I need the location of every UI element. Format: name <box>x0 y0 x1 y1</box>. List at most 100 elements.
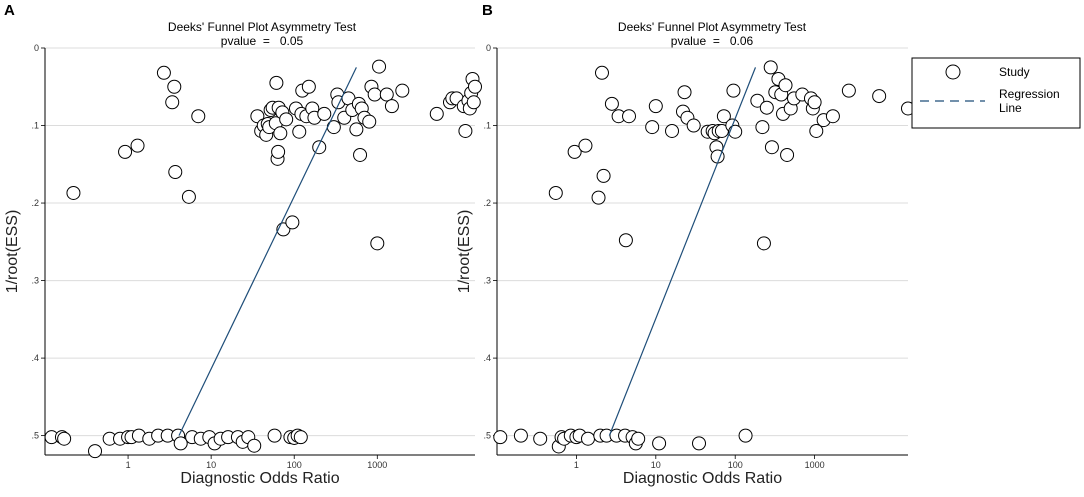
x-tick-label: 1 <box>126 460 131 470</box>
study-point <box>581 431 596 446</box>
study-point <box>686 118 701 133</box>
y-tick-label: .4 <box>483 353 491 363</box>
y-tick-label: .3 <box>31 276 39 286</box>
y-axis-label: 1/root(ESS) <box>456 210 473 294</box>
y-tick-label: .3 <box>483 276 491 286</box>
x-tick-label: 1000 <box>367 460 387 470</box>
x-axis-label: Diagnostic Odds Ratio <box>623 470 782 487</box>
study-point <box>728 124 743 139</box>
x-tick-label: 100 <box>287 460 302 470</box>
study-point <box>181 189 196 204</box>
study-point <box>349 122 364 137</box>
x-tick-label: 1 <box>574 460 579 470</box>
study-point <box>130 138 145 153</box>
regression-line <box>608 67 757 436</box>
study-point <box>807 95 822 110</box>
study-point <box>872 89 887 104</box>
study-point <box>596 168 611 183</box>
study-point <box>362 114 377 129</box>
study-point <box>591 190 606 205</box>
study-point <box>247 438 262 453</box>
y-tick-label: .2 <box>31 198 39 208</box>
study-point <box>88 444 103 459</box>
study-point <box>750 93 765 108</box>
study-point <box>618 233 633 248</box>
study-point <box>167 79 182 94</box>
study-point <box>165 95 180 110</box>
study-point <box>301 79 316 94</box>
study-point <box>809 123 824 138</box>
study-point <box>279 112 294 127</box>
study-point <box>755 120 770 135</box>
y-tick-label: .1 <box>31 121 39 131</box>
study-point <box>622 109 637 124</box>
study-point <box>763 60 778 75</box>
chart-subtitle: pvalue = 0.05 <box>221 34 304 48</box>
legend: Study Regression Line <box>911 57 1081 129</box>
study-point <box>759 100 774 115</box>
legend-regression-label-line2: Line <box>999 101 1022 115</box>
study-point <box>269 75 284 90</box>
legend-study-label: Study <box>999 65 1030 79</box>
chart-title: Deeks' Funnel Plot Asymmetry Test <box>168 20 357 34</box>
legend-study-marker <box>945 64 961 80</box>
panel-b: 0 .1 .2 .3 .4 .5 1 10 100 1000 B Deeks' Funnel Plot… <box>456 2 915 487</box>
study-point <box>665 123 680 138</box>
study-point <box>273 126 288 141</box>
study-point <box>312 140 327 155</box>
study-point <box>825 109 840 124</box>
y-tick-label: .4 <box>31 353 39 363</box>
study-point <box>631 431 646 446</box>
study-point <box>594 65 609 80</box>
study-point <box>267 428 282 443</box>
y-tick-label: .5 <box>31 431 39 441</box>
regression-line <box>178 67 357 436</box>
study-point <box>395 83 410 98</box>
y-tick-label: 0 <box>34 43 39 53</box>
panel-letter: A <box>4 2 15 19</box>
y-tick-label: .1 <box>483 121 491 131</box>
study-point <box>173 436 188 451</box>
legend-box <box>911 57 1081 129</box>
x-tick-label: 10 <box>651 460 661 470</box>
chart-title: Deeks' Funnel Plot Asymmetry Test <box>618 20 807 34</box>
study-point <box>372 59 387 74</box>
chart-subtitle: pvalue = 0.06 <box>671 34 754 48</box>
study-point <box>652 436 667 451</box>
study-point <box>191 109 206 124</box>
study-point <box>726 83 741 98</box>
study-point <box>756 236 771 251</box>
y-tick-label: 0 <box>486 43 491 53</box>
x-tick-label: 100 <box>728 460 743 470</box>
y-tick-label: .2 <box>483 198 491 208</box>
study-point <box>429 106 444 121</box>
legend-regression-label: Regression <box>999 87 1060 101</box>
study-point <box>548 185 563 200</box>
study-point <box>384 99 399 114</box>
study-point <box>578 138 593 153</box>
study-point <box>292 124 307 139</box>
y-axis-label: 1/root(ESS) <box>4 210 21 294</box>
study-point <box>493 430 508 445</box>
study-point <box>271 144 286 159</box>
study-point <box>367 87 382 102</box>
study-point <box>604 96 619 111</box>
study-point <box>716 109 731 124</box>
study-point <box>118 144 133 159</box>
y-tick-label: .5 <box>483 431 491 441</box>
study-point <box>458 123 473 138</box>
study-point <box>66 185 81 200</box>
study-point <box>353 147 368 162</box>
study-point <box>468 79 482 94</box>
study-point <box>293 430 308 445</box>
study-point <box>57 431 72 446</box>
study-point <box>466 95 481 110</box>
study-point <box>677 85 692 100</box>
x-tick-label: 10 <box>206 460 216 470</box>
study-point <box>692 436 707 451</box>
study-point <box>156 65 171 80</box>
study-point <box>764 140 779 155</box>
study-point <box>648 99 663 114</box>
study-point <box>533 431 548 446</box>
study-point <box>841 83 856 98</box>
